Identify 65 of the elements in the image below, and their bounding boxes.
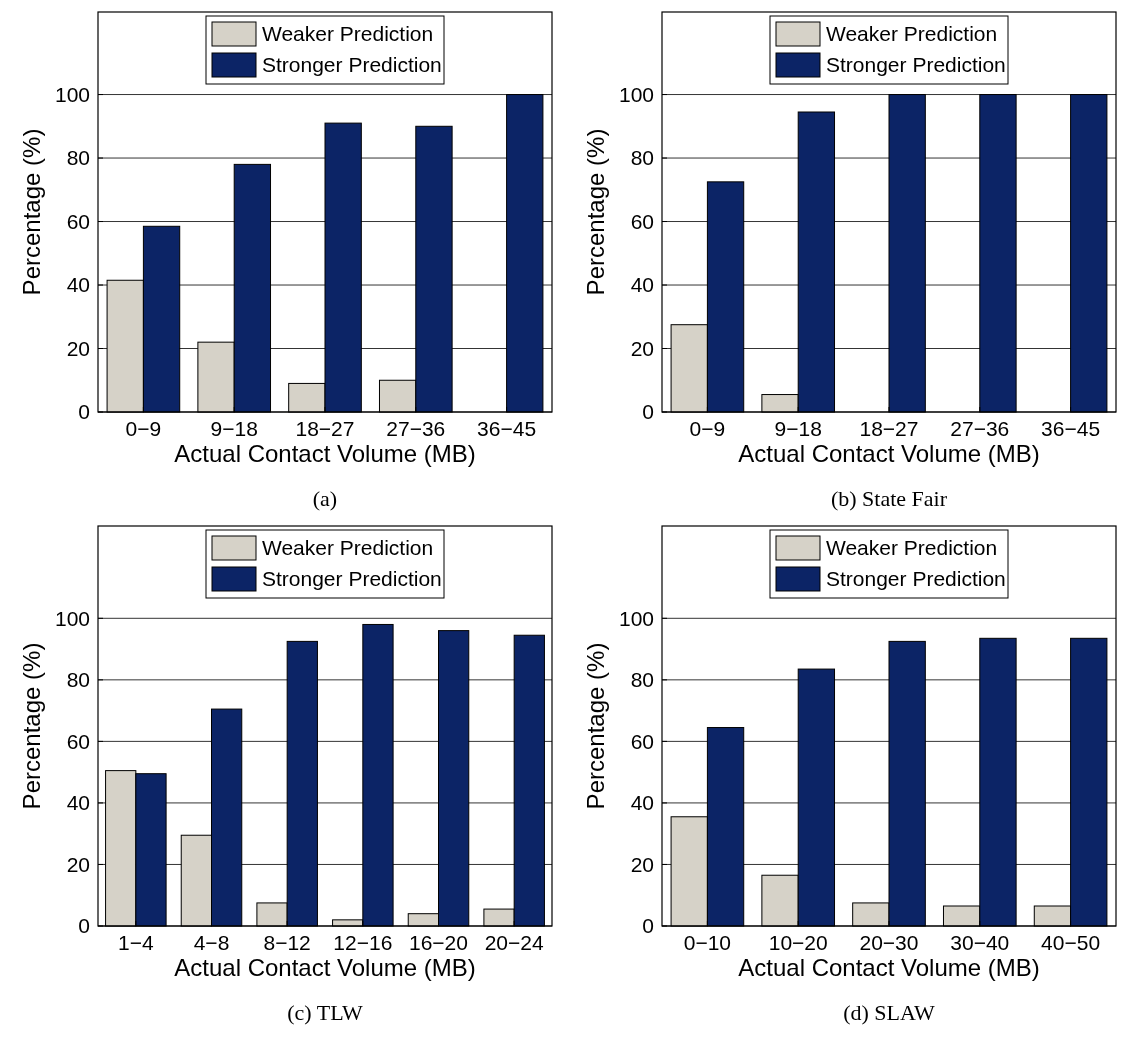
y-tick-label: 20 [66,336,90,360]
y-axis-title: Percentage (%) [18,128,45,296]
x-tick-label: 36−45 [1041,417,1101,440]
x-tick-label: 27−36 [950,417,1010,440]
y-tick-label: 80 [630,146,654,170]
y-tick-label: 100 [618,82,654,106]
y-tick-label: 0 [642,914,654,938]
y-tick-label: 100 [54,82,90,106]
y-tick-label: 60 [66,729,90,753]
y-tick-label: 100 [618,606,654,630]
y-tick-label: 100 [54,606,90,630]
x-tick-label: 10−20 [768,931,828,954]
legend-label: Stronger Prediction [826,53,1006,77]
x-tick-label: 8−12 [263,931,311,954]
legend-label: Weaker Prediction [826,536,998,560]
x-tick-label: 0−10 [683,931,732,954]
text: (b) State Fair [830,486,948,511]
legend-label: Stronger Prediction [262,53,442,77]
y-tick-label: 60 [66,209,90,233]
y-tick-label: 60 [630,729,654,753]
x-tick-label: 1−4 [118,931,154,954]
x-tick-label: 18−27 [295,417,355,440]
x-axis-title: Actual Contact Volume (MB) [738,954,1040,981]
x-tick-label: 9−18 [774,417,822,440]
x-tick-label: 4−8 [193,931,230,954]
x-tick-label: 16−20 [409,931,468,954]
y-tick-label: 20 [630,852,654,876]
x-tick-label: 27−36 [386,417,446,440]
y-tick-label: 40 [630,791,654,815]
x-tick-label: 0−9 [689,417,726,440]
text: (a) [312,486,338,511]
legend-label: Weaker Prediction [826,22,998,46]
y-tick-label: 20 [630,336,654,360]
y-tick-label: 60 [630,209,654,233]
y-tick-label: 0 [642,400,654,424]
x-tick-label: 20−24 [484,931,544,954]
x-tick-label: 30−40 [950,931,1010,954]
x-axis-title: Actual Contact Volume (MB) [174,954,476,981]
x-tick-label: 20−30 [859,931,919,954]
y-tick-label: 0 [78,914,90,938]
legend-label: Stronger Prediction [262,567,442,591]
y-axis-title: Percentage (%) [582,642,609,810]
y-tick-label: 40 [66,791,90,815]
y-tick-label: 40 [66,273,90,297]
y-axis-title: Percentage (%) [582,128,609,296]
legend-label: Weaker Prediction [262,536,434,560]
x-axis-title: Actual Contact Volume (MB) [174,440,476,467]
x-tick-label: 12−16 [333,931,393,954]
y-tick-label: 0 [78,400,90,424]
y-tick-label: 80 [630,668,654,692]
y-tick-label: 20 [66,852,90,876]
x-tick-label: 0−9 [125,417,162,440]
x-tick-label: 36−45 [477,417,537,440]
x-tick-label: 9−18 [210,417,258,440]
y-tick-label: 40 [630,273,654,297]
text: (c) TLW [287,1000,363,1025]
legend-label: Weaker Prediction [262,22,434,46]
x-tick-label: 18−27 [859,417,919,440]
x-axis-title: Actual Contact Volume (MB) [738,440,1040,467]
y-tick-label: 80 [66,668,90,692]
text: (d) SLAW [843,1000,936,1025]
legend-label: Stronger Prediction [826,567,1006,591]
x-tick-label: 40−50 [1041,931,1101,954]
y-tick-label: 80 [66,146,90,170]
y-axis-title: Percentage (%) [18,642,45,810]
